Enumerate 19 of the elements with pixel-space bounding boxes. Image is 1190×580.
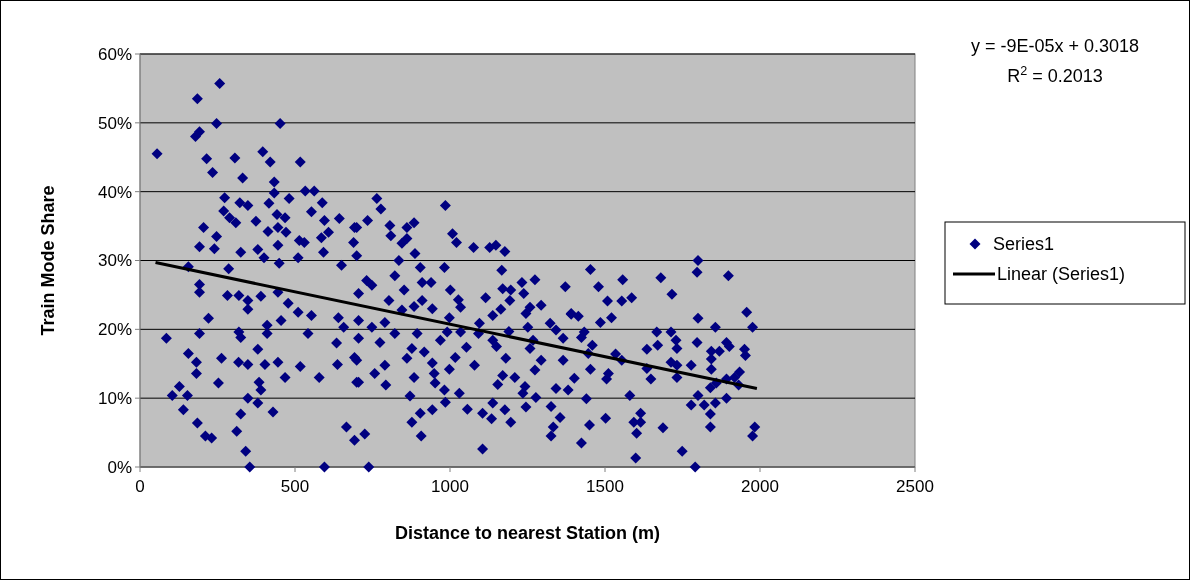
x-tick-label: 1000 xyxy=(431,477,469,496)
x-tick-label: 0 xyxy=(135,477,145,496)
y-axis-title: Train Mode Share xyxy=(38,185,58,336)
legend-label: Series1 xyxy=(993,234,1055,255)
x-tick-label: 2500 xyxy=(896,477,934,496)
x-tick-label: 2000 xyxy=(741,477,779,496)
y-tick-label: 10% xyxy=(97,389,132,409)
text: y = -9E-05x + 0.3018 xyxy=(970,36,1140,56)
y-tick-label: 0% xyxy=(107,457,132,477)
legend-label: Linear (Series1) xyxy=(997,264,1126,285)
text: R$^{2}$ = 0.2013 xyxy=(1007,64,1103,86)
y-tick-label: 30% xyxy=(97,251,132,271)
y-tick-label: 60% xyxy=(97,44,132,64)
y-tick-label: 20% xyxy=(97,320,132,340)
x-axis-title: Distance to nearest Station (m) xyxy=(394,523,661,543)
y-tick-label: 40% xyxy=(97,182,132,202)
x-tick-label: 1500 xyxy=(586,477,624,496)
y-tick-label: 50% xyxy=(97,113,132,133)
x-tick-label: 500 xyxy=(280,477,310,496)
